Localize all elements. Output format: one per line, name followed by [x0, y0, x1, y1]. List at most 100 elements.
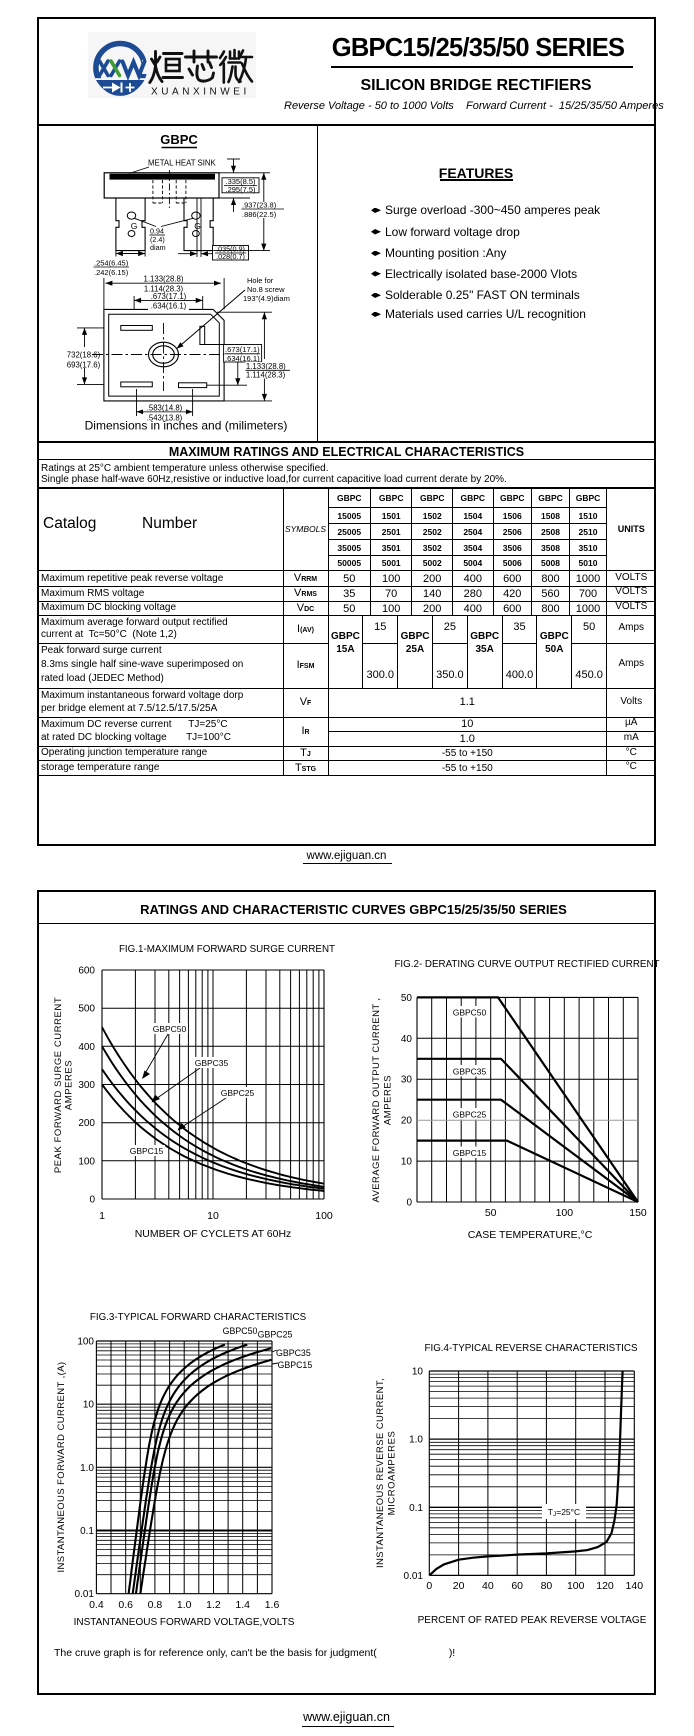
svg-text:.028(0.7): .028(0.7)	[216, 252, 245, 261]
svg-text:693(17.6): 693(17.6)	[67, 361, 101, 370]
svg-text:INSTANTANEOUS REVERSE CURREN: INSTANTANEOUS REVERSE CURRENT,	[375, 1378, 386, 1568]
svg-text:Dimensions in inches and (mili: Dimensions in inches and (milimeters)	[85, 419, 288, 433]
svg-text:60: 60	[511, 1580, 523, 1592]
svg-text:AMPERES: AMPERES	[383, 1075, 394, 1125]
svg-text:GBPC50: GBPC50	[153, 1024, 187, 1034]
svg-text:FIG.3-TYPICAL FORWARD CHARACTE: FIG.3-TYPICAL FORWARD CHARACTERISTICS	[90, 1312, 307, 1323]
svg-text:GBPC25: GBPC25	[258, 1330, 293, 1340]
svg-text:0: 0	[406, 1198, 412, 1209]
svg-text:.673(17.1): .673(17.1)	[225, 345, 260, 354]
svg-text:CASE TEMPERATURE,°C: CASE TEMPERATURE,°C	[468, 1229, 593, 1241]
svg-text:.886(22.5): .886(22.5)	[242, 210, 277, 219]
svg-text:1.0: 1.0	[409, 1435, 423, 1446]
svg-text:MICROAMPERES: MICROAMPERES	[387, 1431, 398, 1516]
svg-text:FIG.4-TYPICAL REVERSE CHARACTE: FIG.4-TYPICAL REVERSE CHARACTERISTICS	[424, 1343, 637, 1354]
svg-text:50: 50	[485, 1207, 497, 1219]
svg-text:100: 100	[556, 1207, 574, 1219]
svg-text:1.2: 1.2	[206, 1599, 221, 1611]
svg-text:.634(16.1): .634(16.1)	[151, 302, 187, 311]
svg-text:40: 40	[482, 1580, 494, 1592]
svg-text:10: 10	[207, 1210, 219, 1222]
svg-text:(2.4): (2.4)	[150, 235, 165, 244]
svg-text:0.94: 0.94	[150, 227, 164, 236]
svg-text:400: 400	[78, 1042, 95, 1053]
svg-text:GBPC35: GBPC35	[195, 1058, 229, 1068]
svg-text:.937(23.8): .937(23.8)	[242, 201, 277, 210]
svg-text:0.01: 0.01	[404, 1571, 424, 1582]
svg-text:1.4: 1.4	[235, 1599, 250, 1611]
svg-text:600: 600	[78, 966, 95, 977]
svg-text:.673(17.1): .673(17.1)	[151, 292, 187, 301]
svg-text:GBPC15: GBPC15	[453, 1148, 487, 1158]
svg-text:30: 30	[401, 1075, 413, 1086]
svg-text:.583(14.8): .583(14.8)	[147, 404, 183, 413]
svg-text:.295(7.5): .295(7.5)	[225, 185, 256, 194]
svg-text:200: 200	[78, 1118, 95, 1129]
svg-text:50: 50	[401, 993, 413, 1004]
svg-text:732(18.6): 732(18.6)	[67, 351, 101, 360]
svg-text:100: 100	[567, 1580, 585, 1592]
svg-text:AVERAGE FORWARD OUTPUT CURR: AVERAGE FORWARD OUTPUT CURRENT ,	[371, 998, 382, 1203]
svg-text:GBPC50: GBPC50	[453, 1008, 487, 1018]
svg-text:INSTANTANEOUS FORWARD VOLTAGE,: INSTANTANEOUS FORWARD VOLTAGE,VOLTS	[74, 1617, 295, 1628]
svg-text:1.0: 1.0	[80, 1463, 94, 1474]
svg-text:20: 20	[453, 1580, 465, 1592]
svg-text:No.8 screw: No.8 screw	[247, 285, 285, 294]
svg-text:0.01: 0.01	[75, 1589, 95, 1600]
svg-text:10: 10	[401, 1157, 413, 1168]
svg-text:PERCENT OF RATED PEAK REVERSE: PERCENT OF RATED PEAK REVERSE VOLTAGE	[418, 1615, 647, 1626]
svg-text:PEAK FORWARD SURGE CURRENT: PEAK FORWARD SURGE CURRENT	[53, 997, 64, 1173]
svg-text:1.114(28.3): 1.114(28.3)	[246, 371, 286, 380]
svg-text:40: 40	[401, 1034, 413, 1045]
svg-text:0.4: 0.4	[89, 1599, 104, 1611]
svg-text:1.133(28.8): 1.133(28.8)	[246, 362, 286, 371]
svg-text:0.1: 0.1	[409, 1503, 423, 1514]
svg-text:1.0: 1.0	[177, 1599, 192, 1611]
svg-text:140: 140	[626, 1580, 644, 1592]
svg-text:G: G	[194, 221, 201, 231]
svg-text:TJ=25°C: TJ=25°C	[548, 1507, 580, 1518]
svg-text:GBPC50: GBPC50	[223, 1326, 258, 1336]
svg-text:.543(13.8): .543(13.8)	[147, 413, 183, 422]
svg-text:FIG.2- DERATING CURVE OUTPUT R: FIG.2- DERATING CURVE OUTPUT RECTIFIED C…	[394, 959, 659, 970]
svg-text:INSTANTANEOUS FORWARD CURREN: INSTANTANEOUS FORWARD CURRENT ,(A)	[56, 1362, 67, 1573]
svg-text:150: 150	[629, 1207, 647, 1219]
svg-text:G: G	[131, 221, 138, 231]
svg-text:.254(6.45): .254(6.45)	[94, 259, 129, 268]
svg-text:.242(6.15): .242(6.15)	[94, 268, 129, 277]
svg-text:0.6: 0.6	[118, 1599, 133, 1611]
svg-text:10: 10	[412, 1367, 424, 1378]
svg-text:GBPC35: GBPC35	[276, 1348, 311, 1358]
svg-text:193"(4.9)diam: 193"(4.9)diam	[243, 294, 290, 303]
svg-text:GBPC15: GBPC15	[130, 1146, 164, 1156]
svg-text:300: 300	[78, 1080, 95, 1091]
svg-text:AMPERES: AMPERES	[64, 1060, 75, 1110]
svg-text:0: 0	[89, 1195, 95, 1206]
svg-text:GBPC35: GBPC35	[453, 1067, 487, 1077]
svg-text:diam: diam	[150, 243, 166, 252]
svg-text:1: 1	[99, 1210, 105, 1222]
svg-text:.634(16.1): .634(16.1)	[225, 354, 260, 363]
svg-text:1.133(28.8): 1.133(28.8)	[144, 275, 184, 284]
svg-text:1.114(28.3): 1.114(28.3)	[144, 285, 184, 294]
svg-text:10: 10	[83, 1400, 95, 1411]
svg-text:0.8: 0.8	[148, 1599, 163, 1611]
svg-text:100: 100	[315, 1210, 333, 1222]
svg-text:0: 0	[426, 1580, 432, 1592]
svg-text:GBPC25: GBPC25	[453, 1110, 487, 1120]
svg-text:20: 20	[401, 1116, 413, 1127]
svg-text:Hole for: Hole for	[247, 276, 274, 285]
svg-text:METAL HEAT SINK: METAL HEAT SINK	[148, 159, 217, 168]
svg-text:500: 500	[78, 1004, 95, 1015]
svg-text:80: 80	[541, 1580, 553, 1592]
svg-text:GBPC: GBPC	[160, 132, 198, 147]
svg-text:1.6: 1.6	[265, 1599, 280, 1611]
svg-text:XUANXINWEI: XUANXINWEI	[151, 87, 250, 98]
svg-text:.035(0.9): .035(0.9)	[216, 245, 245, 254]
svg-text:100: 100	[78, 1156, 95, 1167]
svg-text:FIG.1-MAXIMUM FORWARD SURGE CU: FIG.1-MAXIMUM FORWARD SURGE CURRENT	[119, 944, 335, 955]
svg-text:0.1: 0.1	[80, 1526, 94, 1537]
svg-text:GBPC25: GBPC25	[221, 1088, 255, 1098]
svg-text:.335(8.5): .335(8.5)	[225, 177, 256, 186]
svg-text:NUMBER OF CYCLETS AT 60Hz: NUMBER OF CYCLETS AT 60Hz	[135, 1228, 292, 1240]
